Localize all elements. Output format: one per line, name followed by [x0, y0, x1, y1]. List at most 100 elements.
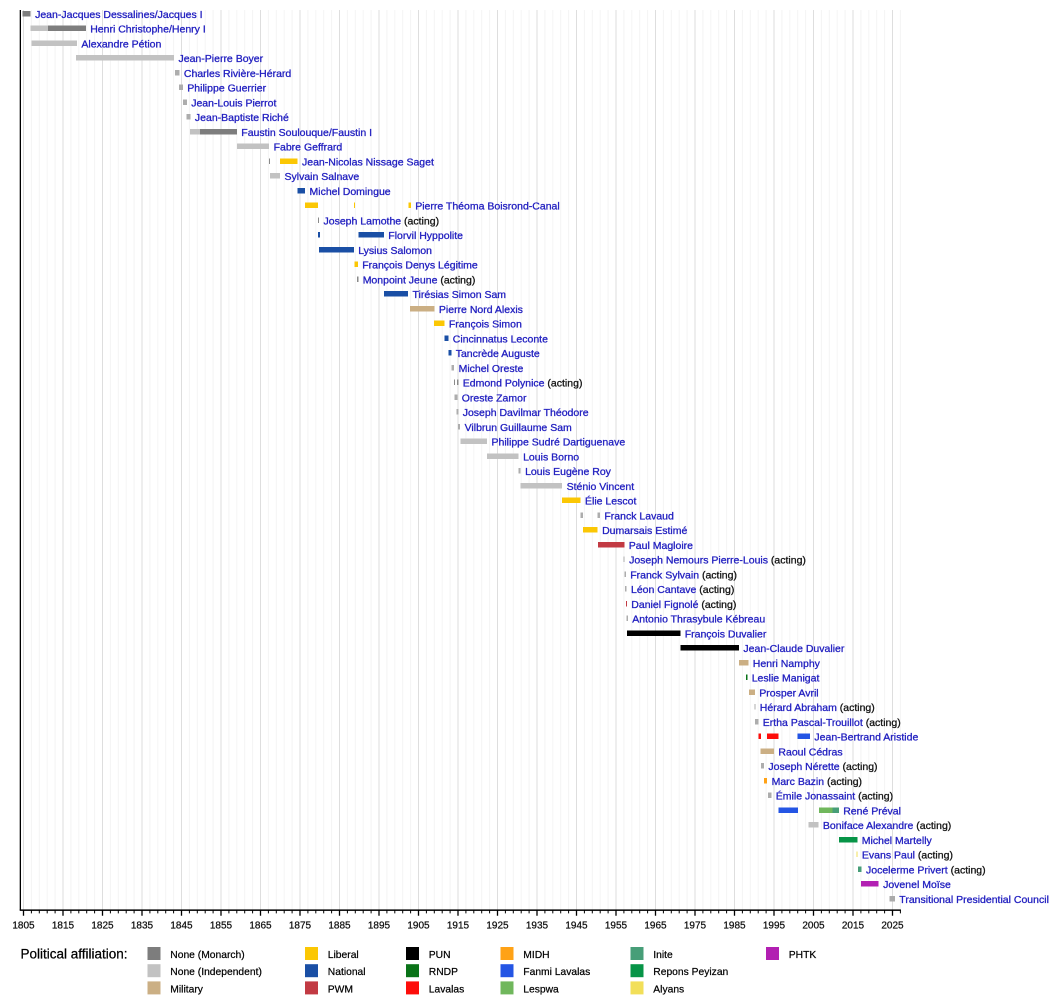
- svg-text:Jean-Bertrand Aristide: Jean-Bertrand Aristide: [814, 732, 918, 744]
- svg-text:1955: 1955: [605, 921, 628, 932]
- svg-text:Joseph Nemours Pierre-Louis (a: Joseph Nemours Pierre-Louis (acting): [629, 555, 806, 567]
- svg-text:Inite: Inite: [653, 950, 673, 961]
- svg-text:Élie Lescot: Élie Lescot: [585, 495, 636, 508]
- svg-text:1875: 1875: [289, 921, 312, 932]
- svg-text:Michel Oreste: Michel Oreste: [459, 363, 524, 375]
- svg-text:Alyans: Alyans: [653, 984, 684, 995]
- svg-text:1815: 1815: [52, 921, 75, 932]
- svg-text:Jean-Jacques Dessalines/Jacque: Jean-Jacques Dessalines/Jacques I: [35, 9, 203, 21]
- svg-text:Fabre Geffrard: Fabre Geffrard: [274, 142, 343, 154]
- svg-text:Jean-Louis Pierrot: Jean-Louis Pierrot: [191, 97, 276, 109]
- svg-text:Joseph Davilmar Théodore: Joseph Davilmar Théodore: [463, 407, 589, 419]
- svg-text:Ertha Pascal-Trouillot (acting: Ertha Pascal-Trouillot (acting): [763, 717, 901, 729]
- svg-text:1975: 1975: [684, 921, 707, 932]
- svg-text:Jocelerme Privert (acting): Jocelerme Privert (acting): [866, 864, 986, 876]
- svg-text:René Préval: René Préval: [843, 805, 901, 817]
- svg-text:1825: 1825: [91, 921, 114, 932]
- svg-text:Military: Military: [170, 984, 203, 995]
- svg-text:Charles Rivière-Hérard: Charles Rivière-Hérard: [184, 68, 292, 80]
- svg-text:Fanmi Lavalas: Fanmi Lavalas: [523, 967, 590, 978]
- svg-text:Liberal: Liberal: [328, 950, 359, 961]
- svg-text:Daniel Fignolé (acting): Daniel Fignolé (acting): [631, 599, 736, 611]
- svg-text:1935: 1935: [526, 921, 549, 932]
- svg-text:1845: 1845: [170, 921, 193, 932]
- svg-text:Michel Martelly: Michel Martelly: [862, 835, 933, 847]
- svg-text:1895: 1895: [368, 921, 391, 932]
- svg-text:Antonio Thrasybule Kébreau: Antonio Thrasybule Kébreau: [632, 614, 765, 626]
- svg-text:Jean-Claude Duvalier: Jean-Claude Duvalier: [743, 643, 844, 655]
- svg-text:Jovenel Moïse: Jovenel Moïse: [883, 879, 951, 891]
- svg-text:Tirésias Simon Sam: Tirésias Simon Sam: [413, 289, 507, 301]
- svg-text:Lysius Salomon: Lysius Salomon: [358, 245, 432, 257]
- svg-text:Louis Eugène Roy: Louis Eugène Roy: [525, 466, 612, 478]
- svg-text:Dumarsais Estimé: Dumarsais Estimé: [602, 525, 687, 537]
- svg-text:None (Monarch): None (Monarch): [170, 950, 244, 961]
- svg-text:1985: 1985: [723, 921, 746, 932]
- svg-text:2015: 2015: [842, 921, 865, 932]
- svg-text:1965: 1965: [644, 921, 667, 932]
- svg-text:Joseph Nérette (acting): Joseph Nérette (acting): [768, 761, 877, 773]
- svg-text:Florvil Hyppolite: Florvil Hyppolite: [388, 230, 463, 242]
- svg-text:Joseph Lamothe (acting): Joseph Lamothe (acting): [324, 215, 440, 227]
- svg-text:Philippe Sudré Dartiguenave: Philippe Sudré Dartiguenave: [492, 437, 626, 449]
- svg-text:Lavalas: Lavalas: [429, 984, 465, 995]
- svg-text:Leslie Manigat: Leslie Manigat: [752, 673, 820, 685]
- svg-text:2025: 2025: [881, 921, 904, 932]
- svg-text:Philippe Guerrier: Philippe Guerrier: [187, 83, 266, 95]
- svg-text:Lespwa: Lespwa: [523, 984, 559, 995]
- svg-text:1805: 1805: [12, 921, 35, 932]
- svg-text:Michel Domingue: Michel Domingue: [310, 186, 391, 198]
- svg-text:PUN: PUN: [429, 950, 451, 961]
- svg-text:1995: 1995: [763, 921, 786, 932]
- svg-text:Hérard Abraham (acting): Hérard Abraham (acting): [760, 702, 875, 714]
- svg-text:RNDP: RNDP: [429, 967, 458, 978]
- svg-text:Cincinnatus Leconte: Cincinnatus Leconte: [453, 333, 548, 345]
- svg-text:Jean-Nicolas Nissage Saget: Jean-Nicolas Nissage Saget: [302, 156, 434, 168]
- svg-text:Monpoint Jeune (acting): Monpoint Jeune (acting): [363, 274, 476, 286]
- svg-text:1905: 1905: [407, 921, 430, 932]
- svg-text:1855: 1855: [210, 921, 233, 932]
- svg-text:François Duvalier: François Duvalier: [685, 628, 767, 640]
- svg-text:PWM: PWM: [328, 984, 353, 995]
- svg-text:MIDH: MIDH: [523, 950, 549, 961]
- svg-text:Franck Sylvain (acting): Franck Sylvain (acting): [630, 569, 737, 581]
- svg-text:Léon Cantave (acting): Léon Cantave (acting): [631, 584, 734, 596]
- svg-text:Sténio Vincent: Sténio Vincent: [567, 481, 635, 493]
- svg-text:Pierre Nord Alexis: Pierre Nord Alexis: [439, 304, 523, 316]
- svg-text:1945: 1945: [565, 921, 588, 932]
- svg-text:1865: 1865: [249, 921, 272, 932]
- svg-text:Prosper Avril: Prosper Avril: [759, 687, 818, 699]
- svg-text:Evans Paul (acting): Evans Paul (acting): [862, 850, 953, 862]
- svg-text:Edmond Polynice (acting): Edmond Polynice (acting): [463, 378, 583, 390]
- svg-text:Transitional Presidential Coun: Transitional Presidential Council: [899, 894, 1049, 906]
- svg-text:Émile Jonassaint (acting): Émile Jonassaint (acting): [776, 790, 893, 803]
- svg-text:Jean-Pierre Boyer: Jean-Pierre Boyer: [179, 53, 264, 65]
- svg-text:Oreste Zamor: Oreste Zamor: [462, 392, 527, 404]
- svg-text:Vilbrun Guillaume Sam: Vilbrun Guillaume Sam: [465, 422, 572, 434]
- svg-text:PHTK: PHTK: [789, 950, 817, 961]
- svg-text:Louis Borno: Louis Borno: [523, 451, 579, 463]
- svg-text:None (Independent): None (Independent): [170, 967, 262, 978]
- svg-text:Alexandre Pétion: Alexandre Pétion: [81, 38, 161, 50]
- svg-text:François Simon: François Simon: [449, 319, 522, 331]
- svg-text:Pierre Théoma Boisrond-Canal: Pierre Théoma Boisrond-Canal: [415, 201, 560, 213]
- svg-text:1915: 1915: [447, 921, 470, 932]
- svg-text:Tancrède Auguste: Tancrède Auguste: [456, 348, 540, 360]
- svg-text:1835: 1835: [131, 921, 154, 932]
- svg-text:Sylvain Salnave: Sylvain Salnave: [285, 171, 360, 183]
- svg-text:Jean-Baptiste Riché: Jean-Baptiste Riché: [195, 112, 289, 124]
- svg-text:Repons Peyizan: Repons Peyizan: [653, 967, 728, 978]
- svg-text:Paul Magloire: Paul Magloire: [629, 540, 693, 552]
- svg-text:Faustin Soulouque/Faustin I: Faustin Soulouque/Faustin I: [241, 127, 372, 139]
- svg-text:Boniface Alexandre (acting): Boniface Alexandre (acting): [823, 820, 951, 832]
- svg-text:Raoul Cédras: Raoul Cédras: [778, 746, 842, 758]
- svg-text:Political affiliation:: Political affiliation:: [21, 947, 128, 962]
- svg-text:Franck Lavaud: Franck Lavaud: [604, 510, 674, 522]
- svg-text:Marc Bazin (acting): Marc Bazin (acting): [772, 776, 862, 788]
- svg-text:1925: 1925: [486, 921, 509, 932]
- svg-text:1885: 1885: [328, 921, 351, 932]
- svg-text:François Denys Légitime: François Denys Légitime: [362, 260, 478, 272]
- svg-text:Henri Christophe/Henry I: Henri Christophe/Henry I: [90, 24, 206, 36]
- svg-text:2005: 2005: [802, 921, 825, 932]
- svg-text:National: National: [328, 967, 366, 978]
